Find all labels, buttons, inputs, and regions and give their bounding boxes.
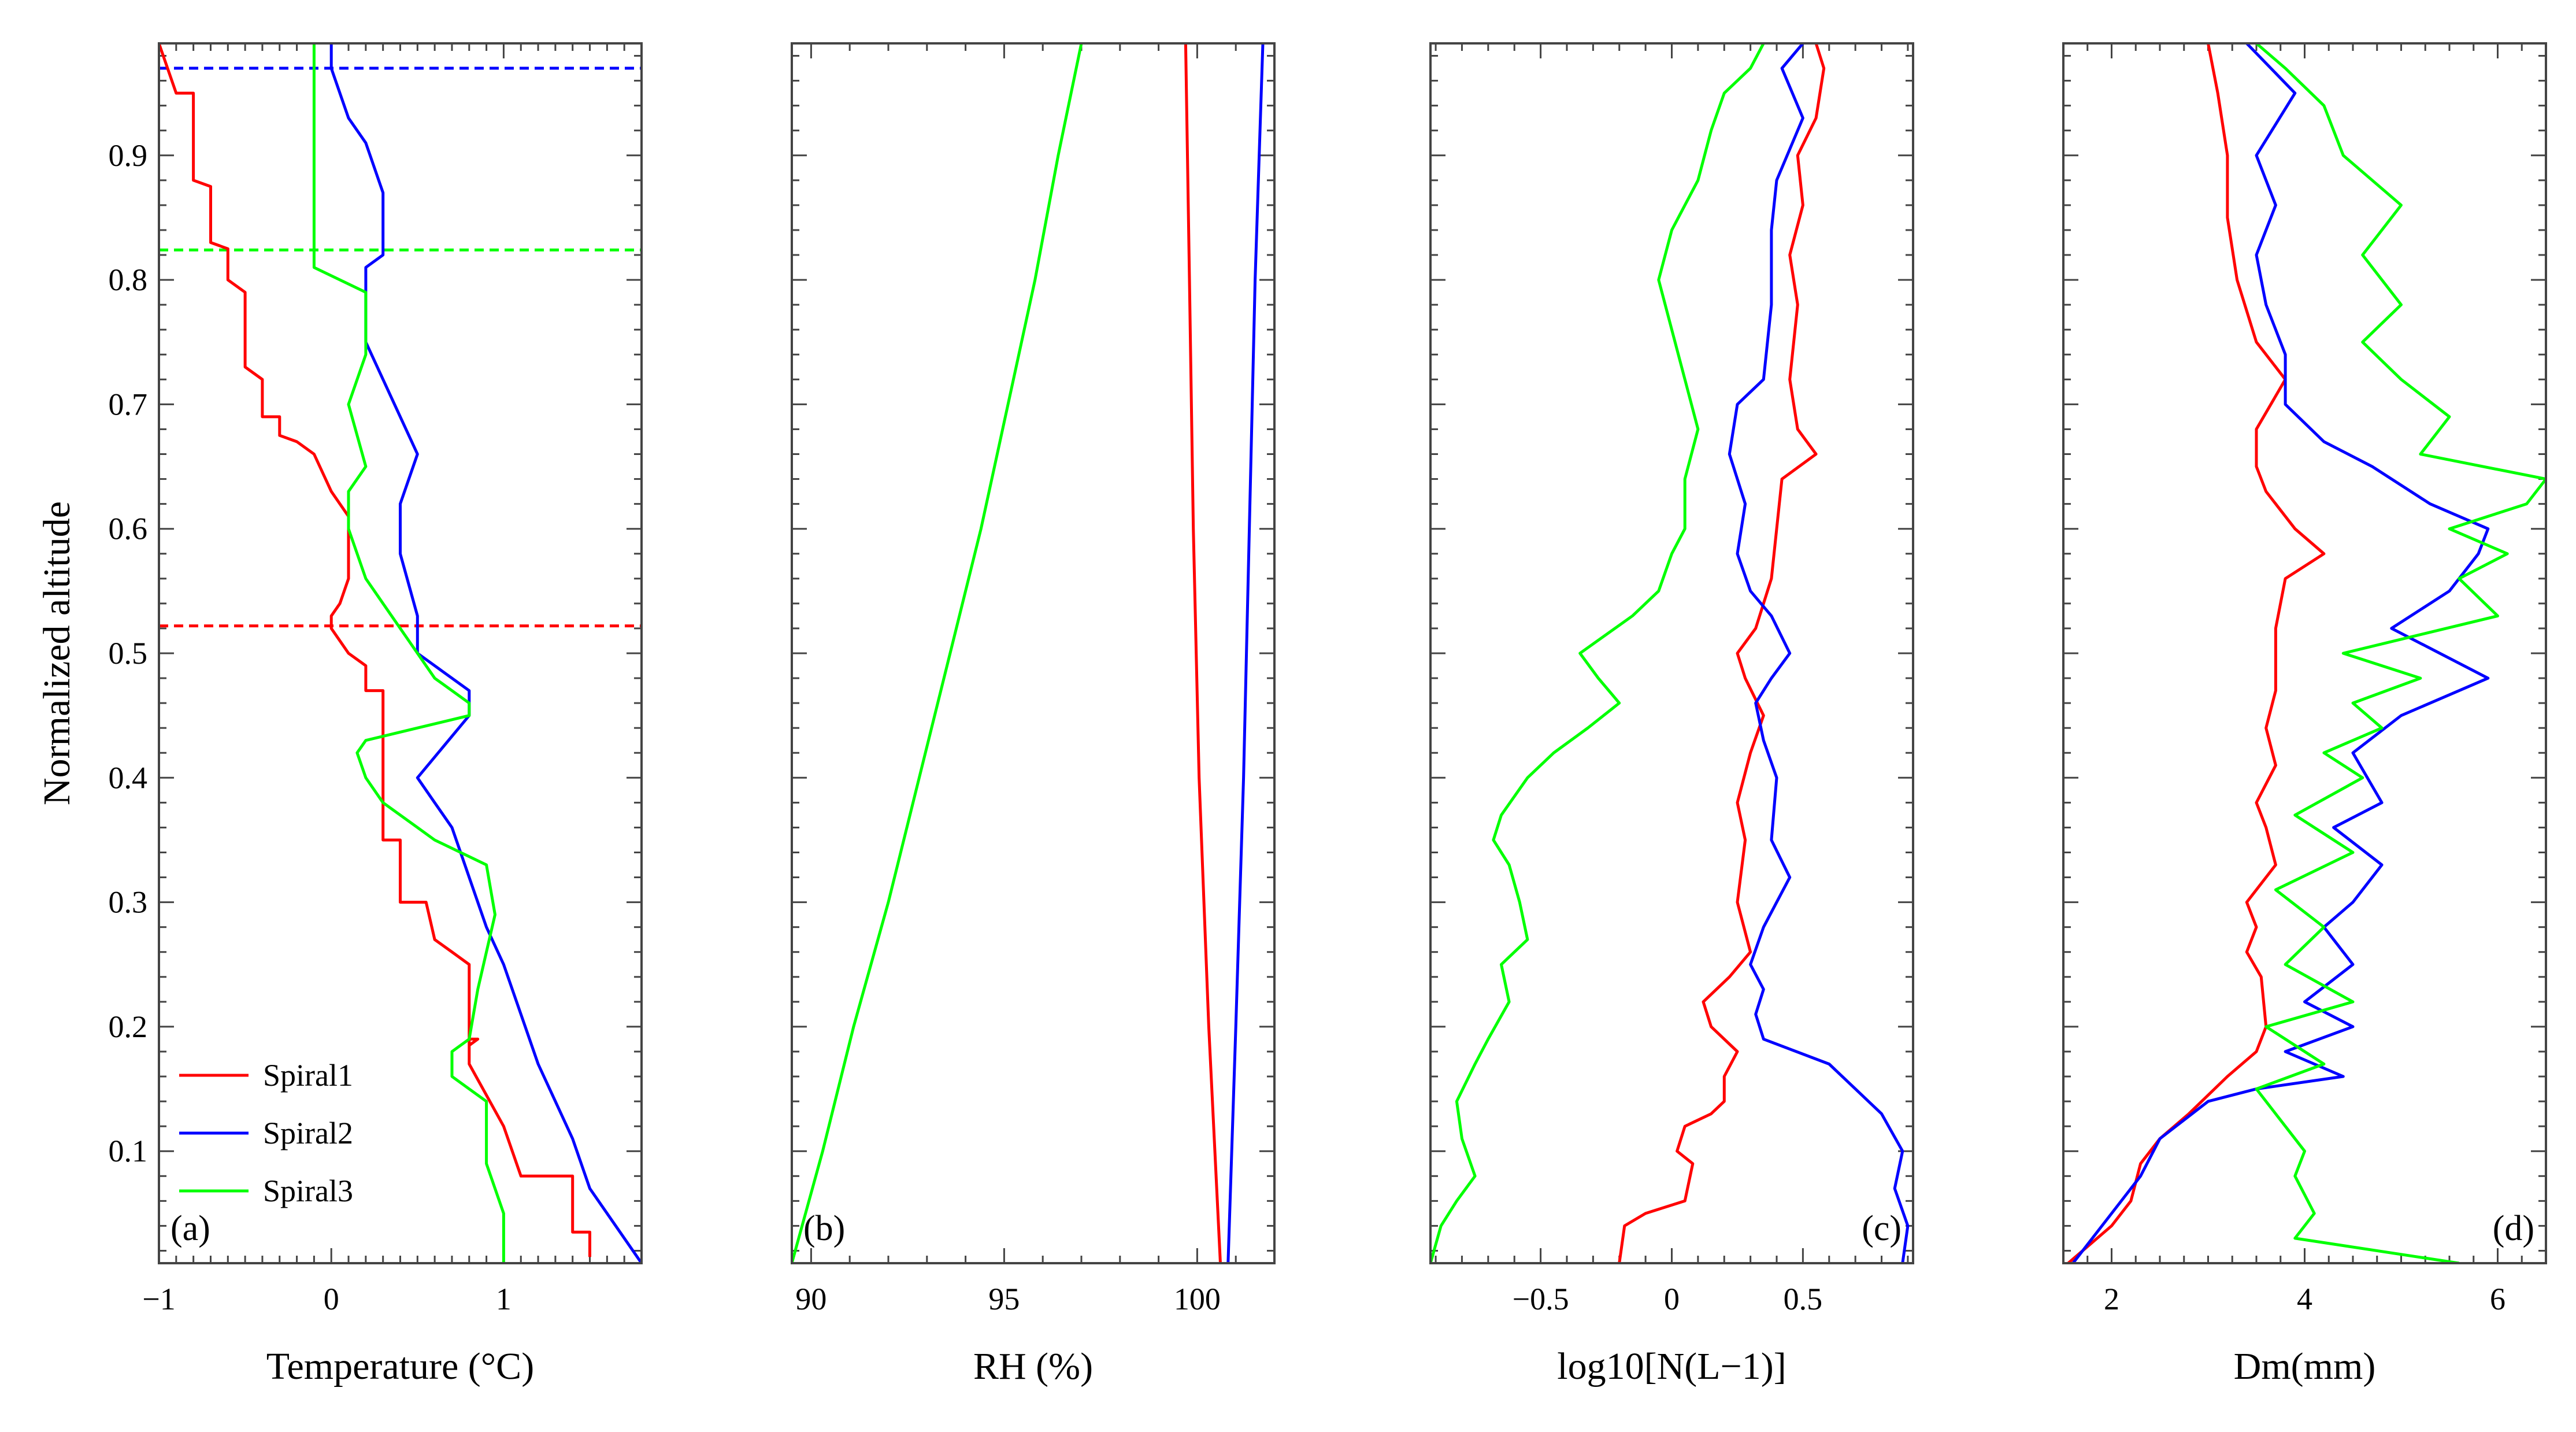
y-tick-label: 0.6: [109, 512, 148, 546]
x-tick-label: 1: [496, 1282, 512, 1316]
series-line-spiral1: [1618, 43, 1826, 1263]
panel-frame: [158, 42, 643, 1264]
y-axis-label: Normalized altitude: [36, 501, 78, 805]
series-line-spiral1: [159, 43, 591, 1257]
panel-frame: [791, 42, 1276, 1264]
x-axis-label: Dm(mm): [2234, 1345, 2376, 1387]
x-tick-label: 2: [2104, 1282, 2119, 1316]
y-tick-label: 0.7: [109, 387, 148, 421]
x-tick-label: 90: [795, 1282, 826, 1316]
series-line-spiral3: [792, 43, 1083, 1263]
panel-series: [792, 43, 1265, 1263]
series-line-spiral3: [312, 43, 505, 1263]
legend-label-spiral1: Spiral1: [263, 1058, 353, 1093]
panel-d: 2 4 6 (d) Dm(mm): [2062, 42, 2547, 1387]
series-line-spiral2: [1226, 43, 1265, 1263]
x-axis-label: Temperature (°C): [266, 1345, 534, 1387]
series-line-spiral3: [1430, 43, 1765, 1263]
series-line-spiral3: [2255, 43, 2546, 1263]
y-tick-label: 0.3: [109, 885, 148, 920]
panel-series: [2067, 43, 2546, 1263]
x-tick-label: 0: [1664, 1282, 1680, 1316]
panel-label: (b): [803, 1209, 845, 1248]
series-line-spiral1: [2067, 43, 2326, 1263]
chart-panels: −1 0 1 0.1 0.2 0.3 0.4 0.5 0.6 0.7 0.8 0.9 (a) Temper…: [109, 42, 2547, 1387]
panel-b: 90 95 100 (b) RH (%): [791, 42, 1276, 1387]
legend: Spiral1 Spiral2 Spiral3: [179, 1058, 353, 1208]
panel-label: (a): [171, 1209, 210, 1248]
panel-frame: [2062, 42, 2547, 1264]
x-axis-label: log10[N(L−1)]: [1557, 1345, 1786, 1387]
x-axis-label: RH (%): [973, 1345, 1093, 1387]
series-line-spiral2: [1728, 43, 1910, 1263]
panel-c: −0.5 0 0.5 (c) log10[N(L−1)]: [1429, 42, 1914, 1387]
panel-series: [1430, 43, 1910, 1263]
series-line-spiral1: [1184, 43, 1222, 1263]
panel-frame: [1429, 42, 1914, 1264]
x-tick-label: 95: [988, 1282, 1020, 1316]
x-tick-label: −1: [142, 1282, 175, 1316]
y-tick-label: 0.1: [109, 1134, 148, 1168]
x-tick-label: 4: [2297, 1282, 2312, 1316]
x-tick-label: 0: [324, 1282, 339, 1316]
legend-label-spiral2: Spiral2: [263, 1116, 353, 1150]
y-tick-label: 0.9: [109, 138, 148, 173]
panel-a: −1 0 1 0.1 0.2 0.3 0.4 0.5 0.6 0.7 0.8 0.9 (a) Temper…: [109, 42, 643, 1387]
series-line-spiral2: [329, 43, 642, 1263]
y-tick-label: 0.5: [109, 636, 148, 671]
legend-label-spiral3: Spiral3: [263, 1174, 353, 1208]
x-tick-label: 0.5: [1784, 1282, 1823, 1316]
panel-label: (d): [2493, 1209, 2534, 1248]
series-line-spiral2: [2071, 43, 2490, 1263]
panel-series: [159, 43, 642, 1263]
x-tick-label: 6: [2490, 1282, 2505, 1316]
panel-label: (c): [1862, 1209, 1902, 1248]
y-tick-label: 0.8: [109, 262, 148, 297]
y-tick-label: 0.4: [109, 760, 148, 795]
y-tick-label: 0.2: [109, 1009, 148, 1044]
x-tick-label: 100: [1174, 1282, 1221, 1316]
x-tick-label: −0.5: [1513, 1282, 1569, 1316]
